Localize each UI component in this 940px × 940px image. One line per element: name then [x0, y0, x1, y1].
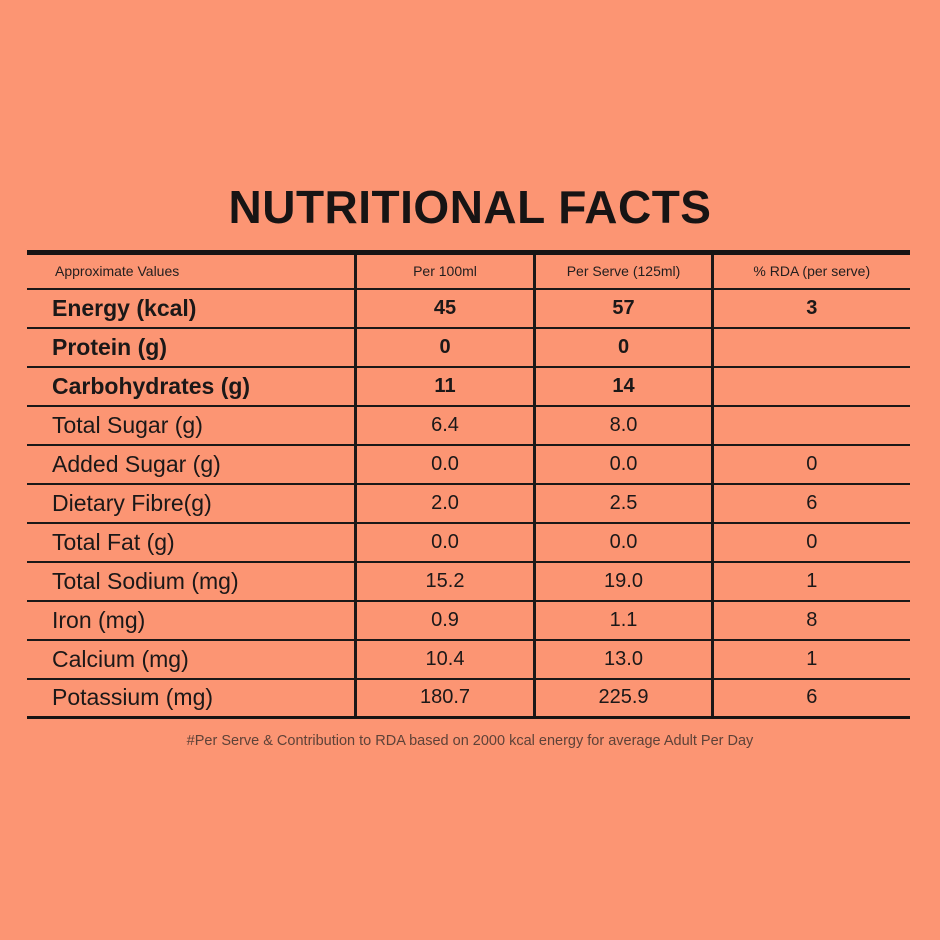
value-per-100ml: 6.4 — [355, 405, 537, 446]
row-label: Protein (g) — [27, 327, 357, 368]
table-row: Iron (mg) 0.9 1.1 8 — [27, 600, 910, 641]
value-per-serve: 8.0 — [534, 405, 714, 446]
header-approximate-values: Approximate Values — [27, 252, 357, 290]
value-per-100ml: 2.0 — [355, 483, 537, 524]
value-per-serve: 225.9 — [534, 678, 714, 719]
table-row: Added Sugar (g) 0.0 0.0 0 — [27, 444, 910, 485]
table-row: Carbohydrates (g) 11 14 — [27, 366, 910, 407]
value-per-100ml: 11 — [355, 366, 537, 407]
value-per-100ml: 180.7 — [355, 678, 537, 719]
value-per-100ml: 10.4 — [355, 639, 537, 680]
value-rda: 6 — [712, 678, 910, 719]
table-header-row: Approximate Values Per 100ml Per Serve (… — [27, 252, 910, 290]
value-per-serve: 0.0 — [534, 444, 714, 485]
row-label: Carbohydrates (g) — [27, 366, 357, 407]
table-row: Total Sugar (g) 6.4 8.0 — [27, 405, 910, 446]
value-per-100ml: 0 — [355, 327, 537, 368]
value-rda: 3 — [712, 288, 910, 329]
value-per-serve: 14 — [534, 366, 714, 407]
value-rda: 0 — [712, 444, 910, 485]
nutrition-table: Approximate Values Per 100ml Per Serve (… — [27, 250, 910, 719]
table-row: Energy (kcal) 45 57 3 — [27, 288, 910, 329]
header-per-serve: Per Serve (125ml) — [534, 252, 714, 290]
value-per-100ml: 0.9 — [355, 600, 537, 641]
table-row: Potassium (mg) 180.7 225.9 6 — [27, 678, 910, 719]
row-label: Calcium (mg) — [27, 639, 357, 680]
value-rda: 6 — [712, 483, 910, 524]
row-label: Total Sugar (g) — [27, 405, 357, 446]
value-per-serve: 0.0 — [534, 522, 714, 563]
table-row: Total Fat (g) 0.0 0.0 0 — [27, 522, 910, 563]
value-rda — [712, 366, 910, 407]
table-body: Energy (kcal) 45 57 3 Protein (g) 0 0 Ca… — [27, 288, 910, 719]
value-per-100ml: 0.0 — [355, 444, 537, 485]
table-row: Protein (g) 0 0 — [27, 327, 910, 368]
row-label: Potassium (mg) — [27, 678, 357, 719]
value-rda: 0 — [712, 522, 910, 563]
value-per-100ml: 45 — [355, 288, 537, 329]
table-row: Calcium (mg) 10.4 13.0 1 — [27, 639, 910, 680]
header-rda-per-serve: % RDA (per serve) — [712, 252, 910, 290]
row-label: Iron (mg) — [27, 600, 357, 641]
row-label: Added Sugar (g) — [27, 444, 357, 485]
value-per-serve: 2.5 — [534, 483, 714, 524]
value-rda — [712, 405, 910, 446]
value-rda: 1 — [712, 639, 910, 680]
row-label: Total Fat (g) — [27, 522, 357, 563]
row-label: Total Sodium (mg) — [27, 561, 357, 602]
table-row: Dietary Fibre(g) 2.0 2.5 6 — [27, 483, 910, 524]
value-per-serve: 13.0 — [534, 639, 714, 680]
page-title: NUTRITIONAL FACTS — [228, 181, 712, 233]
row-label: Dietary Fibre(g) — [27, 483, 357, 524]
value-rda — [712, 327, 910, 368]
value-per-100ml: 15.2 — [355, 561, 537, 602]
footnote: #Per Serve & Contribution to RDA based o… — [186, 733, 754, 749]
table-row: Total Sodium (mg) 15.2 19.0 1 — [27, 561, 910, 602]
value-per-100ml: 0.0 — [355, 522, 537, 563]
value-rda: 1 — [712, 561, 910, 602]
value-per-serve: 1.1 — [534, 600, 714, 641]
value-rda: 8 — [712, 600, 910, 641]
value-per-serve: 0 — [534, 327, 714, 368]
value-per-serve: 19.0 — [534, 561, 714, 602]
row-label: Energy (kcal) — [27, 288, 357, 329]
value-per-serve: 57 — [534, 288, 714, 329]
header-per-100ml: Per 100ml — [355, 252, 537, 290]
